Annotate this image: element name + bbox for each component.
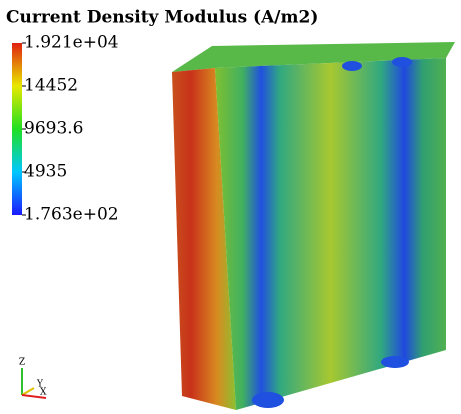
viewport: Current Density Modulus (A/m2) Z Y X 1.9… [0,0,461,414]
front-face [215,58,446,410]
tick-label: 4935 [24,161,67,181]
blue-spot [342,61,362,71]
axes-triad: Z Y X [19,358,47,399]
colorbar-title: Current Density Modulus (A/m2) [6,8,318,28]
tick-label: 14452 [24,75,78,95]
blue-spot [392,57,412,67]
colorbar [12,43,22,215]
tick-label: 1.763e+02 [24,205,119,225]
axis-label: X [40,388,47,398]
y-axis [22,388,34,395]
tick-label: 9693.6 [24,118,83,138]
blue-spot [252,392,284,408]
tick-label: 1.921e+04 [24,33,119,53]
block [172,42,455,410]
axis-label: Z [19,358,25,368]
blue-spot [381,356,409,368]
